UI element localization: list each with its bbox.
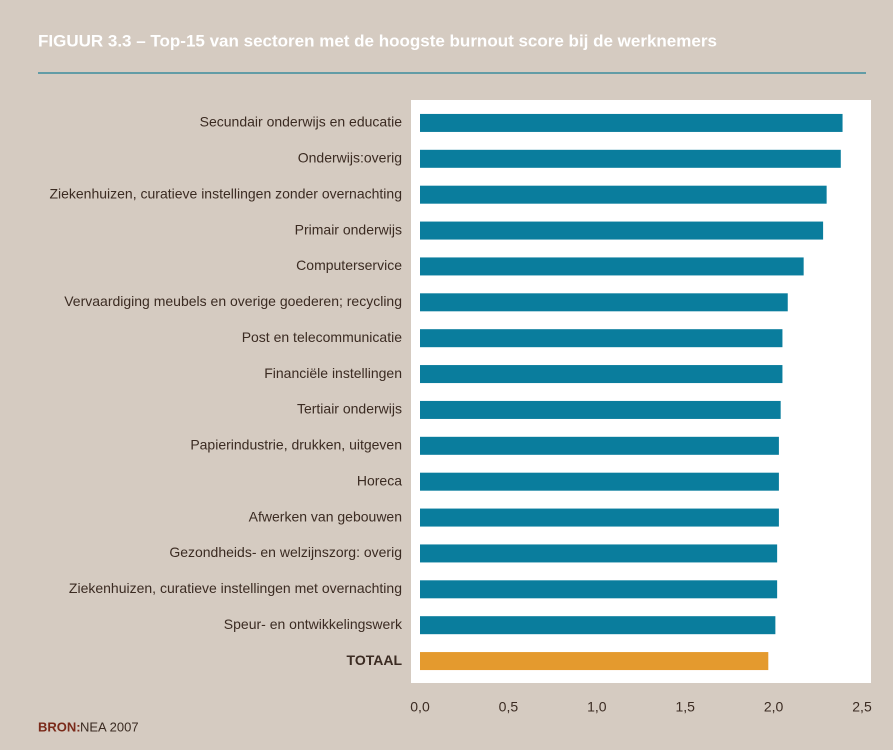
category-label: Financiële instellingen [264,365,402,381]
bar [420,472,779,491]
category-label: TOTAAL [347,652,403,668]
category-label: Onderwijs:overig [298,150,402,166]
category-label: Primair onderwijs [295,221,402,237]
x-tick-label: 0,0 [410,699,430,715]
bar [420,544,778,563]
bar [420,149,841,168]
bar [420,365,783,384]
bar [420,652,769,671]
category-label: Post en telecommunicatie [242,329,403,345]
x-tick-label: 2,5 [852,699,872,715]
category-label: Speur- en ontwikkelingswerk [224,616,403,632]
category-label: Gezondheids- en welzijnszorg: overig [169,544,402,560]
bar [420,293,788,312]
bar [420,400,781,419]
source: NEA 2007 [80,719,139,734]
bar [420,436,779,455]
chart-title: FIGUUR 3.3 – Top-15 van sectoren met de … [38,31,717,50]
category-label: Afwerken van gebouwen [249,508,402,524]
bar [420,580,778,599]
category-label: Secundair onderwijs en educatie [200,114,403,130]
category-label: Horeca [357,472,402,488]
category-label: Ziekenhuizen, curatieve instellingen zon… [49,185,402,201]
category-label: Tertiair onderwijs [297,401,402,417]
x-tick-label: 2,0 [764,699,784,715]
category-label: Vervaardiging meubels en overige goedere… [64,293,402,309]
bar [420,185,827,204]
category-label: Papierindustrie, drukken, uitgeven [190,437,402,453]
bar [420,616,776,635]
category-label: Computerservice [296,257,402,273]
bar [420,113,843,132]
category-label: Ziekenhuizen, curatieve instellingen met… [69,580,402,596]
source-label: BRON: [38,719,81,734]
bar [420,221,824,240]
bar [420,329,783,348]
x-tick-label: 0,5 [499,699,519,715]
x-tick-label: 1,5 [675,699,695,715]
bar [420,257,804,276]
bar [420,508,779,527]
x-tick-label: 1,0 [587,699,607,715]
